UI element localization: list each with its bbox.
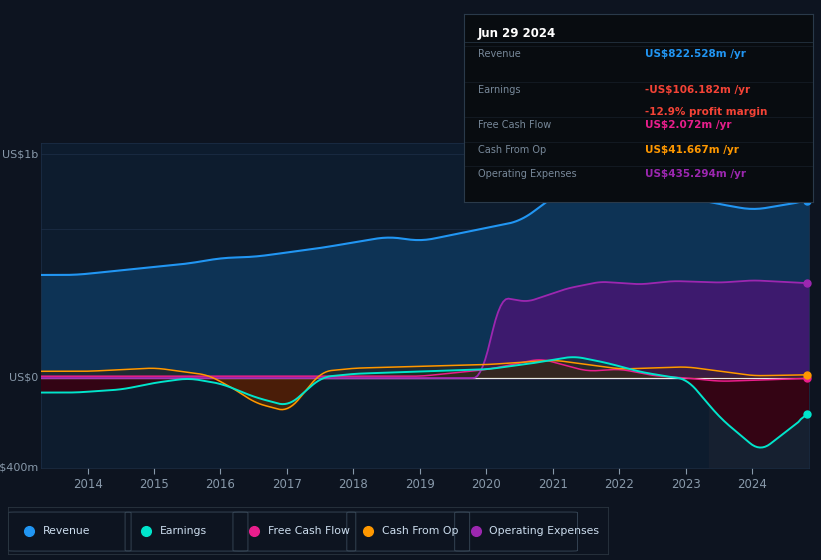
Text: -US$400m: -US$400m (0, 463, 39, 473)
Text: -12.9% profit margin: -12.9% profit margin (645, 107, 768, 117)
Text: Free Cash Flow: Free Cash Flow (268, 526, 350, 535)
Text: US$822.528m /yr: US$822.528m /yr (645, 49, 746, 59)
Text: Earnings: Earnings (160, 526, 207, 535)
Text: Cash From Op: Cash From Op (382, 526, 458, 535)
Text: Cash From Op: Cash From Op (478, 144, 546, 155)
Text: US$1b: US$1b (2, 149, 39, 159)
Text: Free Cash Flow: Free Cash Flow (478, 120, 551, 130)
Text: Jun 29 2024: Jun 29 2024 (478, 27, 556, 40)
Text: -US$106.182m /yr: -US$106.182m /yr (645, 85, 750, 95)
Text: US$41.667m /yr: US$41.667m /yr (645, 144, 739, 155)
Text: US$435.294m /yr: US$435.294m /yr (645, 169, 746, 179)
Text: US$2.072m /yr: US$2.072m /yr (645, 120, 732, 130)
Text: Operating Expenses: Operating Expenses (489, 526, 599, 535)
Bar (709, 143, 809, 468)
Text: Operating Expenses: Operating Expenses (478, 169, 576, 179)
Text: Revenue: Revenue (478, 49, 521, 59)
Text: US$0: US$0 (10, 373, 39, 383)
Text: Revenue: Revenue (43, 526, 90, 535)
Text: Earnings: Earnings (478, 85, 521, 95)
